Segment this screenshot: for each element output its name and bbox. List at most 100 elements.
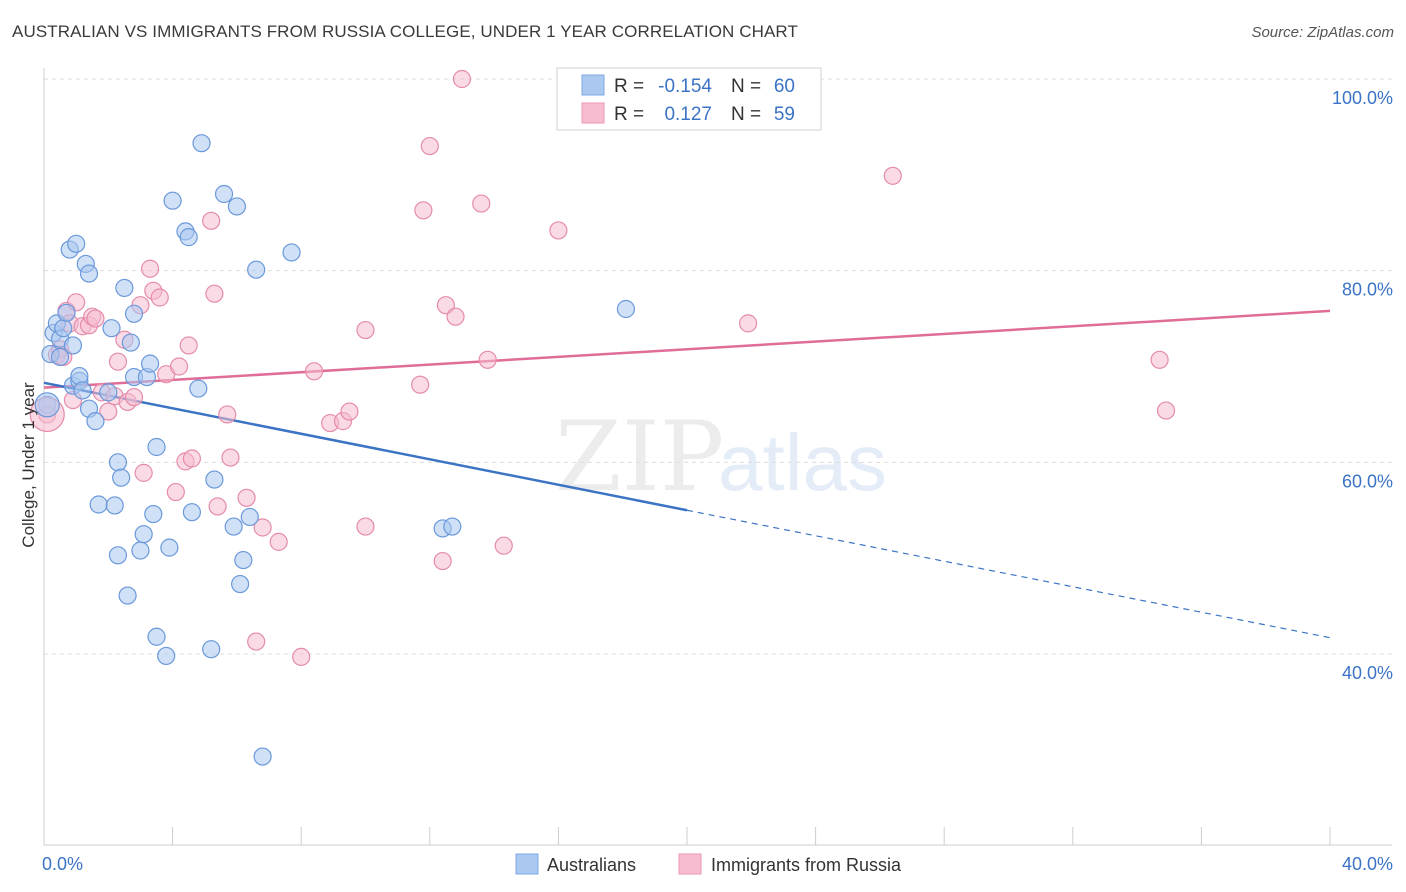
point-australians <box>443 517 462 536</box>
point-australians <box>179 228 198 247</box>
legend-n-value-0: 60 <box>774 76 795 97</box>
point-russia <box>218 405 237 424</box>
point-australians <box>189 379 208 398</box>
trend-line-russia <box>43 309 1331 389</box>
point-australians <box>182 503 201 522</box>
point-australians <box>108 453 128 472</box>
watermark-zip: ZIP <box>555 401 724 513</box>
watermark-atlas: atlas <box>718 418 887 507</box>
point-australians <box>63 336 83 355</box>
y-tick-label-60: 60.0% <box>1342 471 1393 491</box>
point-australians <box>50 347 70 367</box>
trend-lines <box>43 309 1331 639</box>
point-russia <box>86 309 105 328</box>
point-australians <box>86 412 105 431</box>
point-russia <box>205 284 224 303</box>
point-russia <box>247 632 266 651</box>
point-australians <box>57 303 76 322</box>
point-russia <box>340 402 359 421</box>
point-russia <box>494 536 513 555</box>
point-australians <box>73 381 92 400</box>
trend-line-australians-extrapolated <box>686 509 1331 639</box>
point-australians <box>214 184 234 204</box>
point-australians <box>163 191 182 210</box>
point-australians <box>192 134 211 153</box>
legend-n-label-1: N = <box>731 104 761 125</box>
point-russia <box>478 350 497 369</box>
point-russia <box>433 551 452 571</box>
legend-r-label-0: R = <box>614 76 644 97</box>
legend-swatch-australians <box>581 74 605 96</box>
point-russia <box>237 488 256 507</box>
point-russia <box>738 314 758 333</box>
point-australians <box>99 383 118 402</box>
watermark: ZIP atlas <box>555 401 887 513</box>
point-australians <box>240 507 259 527</box>
point-australians <box>102 319 121 338</box>
x-tick-label-min: 0.0% <box>42 854 83 874</box>
point-australians <box>253 747 272 766</box>
point-russia <box>1156 401 1176 420</box>
chart-title: AUSTRALIAN VS IMMIGRANTS FROM RUSSIA COL… <box>12 22 798 41</box>
point-australians <box>147 437 166 457</box>
point-russia <box>208 497 227 516</box>
bottom-legend-label-australians[interactable]: Australians <box>547 855 636 875</box>
point-russia <box>883 166 902 185</box>
point-russia <box>356 517 375 536</box>
point-russia <box>549 221 568 240</box>
point-australians <box>160 538 179 557</box>
point-australians <box>118 586 137 605</box>
y-tick-labels: 100.0% 80.0% 60.0% 40.0% <box>1332 88 1393 683</box>
axes <box>43 68 1392 846</box>
point-australians <box>115 278 134 298</box>
point-australians <box>54 319 73 338</box>
legend-n-value-1: 59 <box>774 104 795 125</box>
point-australians <box>79 264 99 283</box>
legend-r-value-0: -0.154 <box>658 76 712 97</box>
x-tick-label-max: 40.0% <box>1342 854 1393 874</box>
point-russia <box>356 320 375 340</box>
point-australians <box>131 541 150 560</box>
point-russia <box>269 532 288 551</box>
point-australians <box>234 550 253 570</box>
point-australians <box>144 504 163 524</box>
point-australians <box>227 197 246 216</box>
point-russia <box>150 288 169 307</box>
point-australians <box>282 243 301 262</box>
point-australians <box>124 304 144 323</box>
point-russia <box>452 69 472 89</box>
point-russia <box>304 362 324 381</box>
bottom-legend-label-russia[interactable]: Immigrants from Russia <box>711 855 902 875</box>
point-australians <box>247 260 266 279</box>
point-australians <box>147 627 166 646</box>
series-legend: Australians Immigrants from Russia <box>515 853 902 875</box>
point-russia <box>446 307 465 326</box>
point-russia <box>99 402 118 421</box>
point-australians <box>105 496 124 515</box>
point-russia <box>420 136 439 156</box>
point-australians <box>89 495 108 514</box>
point-australians <box>157 646 176 666</box>
y-tick-label-80: 80.0% <box>1342 280 1393 300</box>
legend-n-label-0: N = <box>731 76 761 97</box>
stats-legend: R = -0.154 N = 60 R = 0.127 N = 59 <box>556 67 822 131</box>
point-australians <box>231 574 250 594</box>
point-russia <box>124 388 144 407</box>
point-australians <box>205 470 224 489</box>
point-russia <box>414 201 433 220</box>
point-russia <box>202 211 221 230</box>
point-australians-large <box>34 392 60 418</box>
point-russia <box>472 194 491 213</box>
point-australians <box>140 354 160 373</box>
point-russia <box>411 375 430 394</box>
bottom-legend-swatch-australians[interactable] <box>515 853 539 875</box>
point-australians <box>134 525 153 544</box>
y-tick-label-100: 100.0% <box>1332 88 1393 108</box>
bottom-legend-swatch-russia[interactable] <box>678 853 702 875</box>
point-russia <box>182 449 201 468</box>
y-tick-label-40: 40.0% <box>1342 663 1393 683</box>
trend-line-australians <box>43 381 688 512</box>
y-axis-label: College, Under 1 year <box>19 382 38 548</box>
point-australians <box>67 234 86 253</box>
